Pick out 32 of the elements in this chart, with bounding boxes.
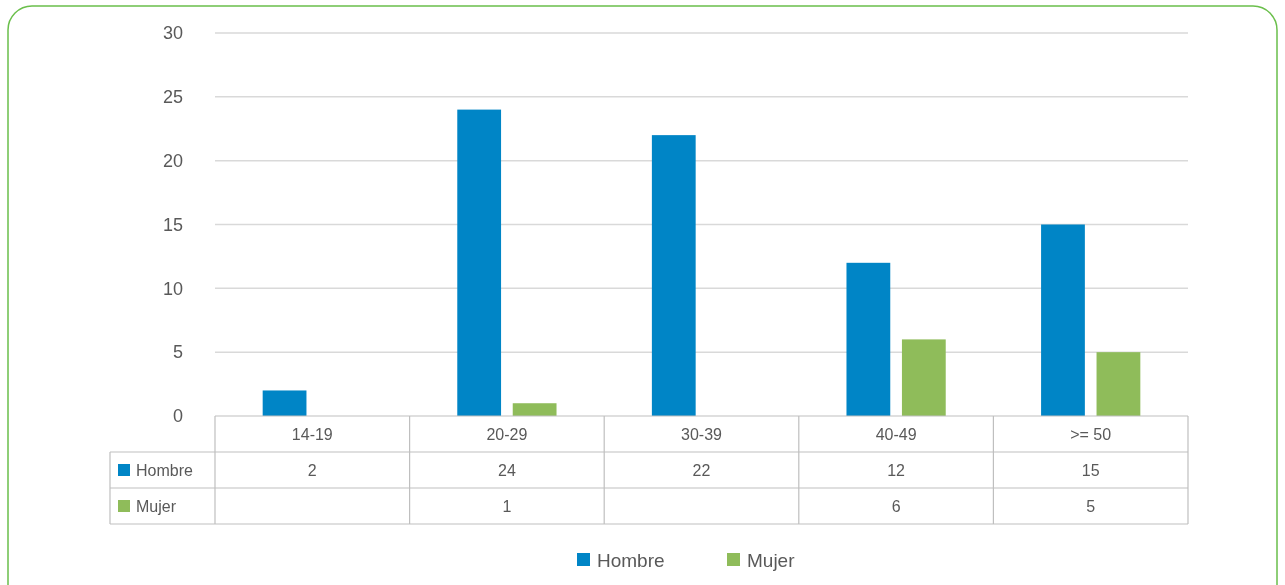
text: Hombre: [597, 549, 665, 571]
x-tick-label: >= 50: [1070, 425, 1112, 443]
y-tick-label: 10: [162, 278, 183, 299]
data-label: 5: [1086, 497, 1096, 515]
y-tick-label: 5: [172, 342, 183, 363]
x-tick-label: 30-39: [681, 425, 723, 443]
legend-label: Mujer: [747, 549, 796, 571]
bar: [457, 109, 502, 416]
x-tick-label: 20-29: [486, 425, 528, 443]
y-tick-label: 15: [162, 214, 183, 235]
bar: [1041, 224, 1085, 416]
bar: [846, 262, 891, 416]
bar: [262, 390, 307, 416]
x-tick-label: 14-19: [291, 425, 333, 443]
legend-label: Hombre: [136, 461, 194, 479]
bar: [651, 135, 696, 416]
data-label: 15: [1081, 461, 1100, 479]
bar: [901, 339, 946, 416]
y-tick-label: 30: [162, 23, 183, 44]
y-tick-label: 20: [162, 150, 183, 171]
data-label: 6: [891, 497, 901, 515]
data-label: 24: [498, 461, 516, 479]
data-label: 12: [887, 461, 906, 479]
x-tick-label: 40-49: [875, 425, 917, 443]
y-tick-label: 25: [162, 87, 183, 108]
text: Mujer: [136, 497, 177, 515]
bar: [1096, 352, 1141, 416]
data-label: 2: [307, 461, 317, 479]
data-label: 1: [502, 497, 512, 515]
bar: [512, 403, 557, 416]
data-label: 22: [692, 461, 711, 479]
y-tick-label: 0: [172, 406, 183, 427]
